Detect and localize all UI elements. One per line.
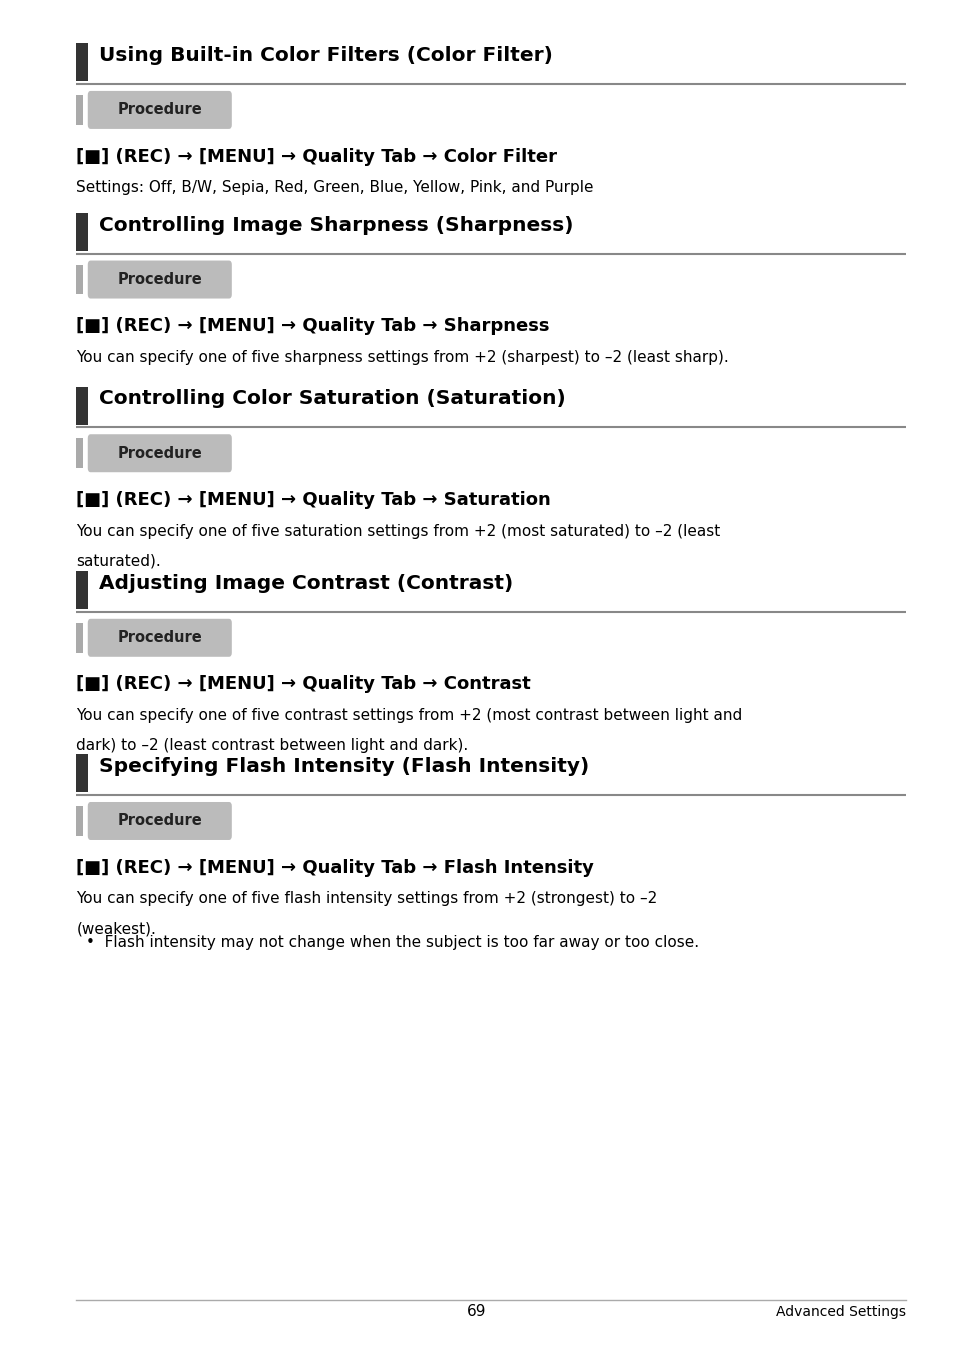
- FancyBboxPatch shape: [76, 571, 88, 609]
- Text: [■] (REC) → [MENU] → Quality Tab → Flash Intensity: [■] (REC) → [MENU] → Quality Tab → Flash…: [76, 859, 594, 877]
- Text: Controlling Color Saturation (Saturation): Controlling Color Saturation (Saturation…: [99, 389, 565, 408]
- FancyBboxPatch shape: [76, 754, 88, 792]
- Text: •  Flash intensity may not change when the subject is too far away or too close.: • Flash intensity may not change when th…: [86, 935, 699, 950]
- Text: Specifying Flash Intensity (Flash Intensity): Specifying Flash Intensity (Flash Intens…: [99, 757, 589, 776]
- FancyBboxPatch shape: [76, 438, 83, 468]
- Text: saturated).: saturated).: [76, 554, 161, 569]
- FancyBboxPatch shape: [88, 802, 232, 840]
- Text: [■] (REC) → [MENU] → Quality Tab → Saturation: [■] (REC) → [MENU] → Quality Tab → Satur…: [76, 491, 551, 509]
- Text: dark) to –2 (least contrast between light and dark).: dark) to –2 (least contrast between ligh…: [76, 738, 468, 753]
- FancyBboxPatch shape: [88, 91, 232, 129]
- FancyBboxPatch shape: [76, 213, 88, 251]
- Text: 69: 69: [467, 1304, 486, 1319]
- FancyBboxPatch shape: [76, 95, 83, 125]
- Text: Advanced Settings: Advanced Settings: [776, 1305, 905, 1319]
- FancyBboxPatch shape: [88, 619, 232, 657]
- Text: You can specify one of five sharpness settings from +2 (sharpest) to –2 (least s: You can specify one of five sharpness se…: [76, 350, 728, 365]
- Text: [■] (REC) → [MENU] → Quality Tab → Sharpness: [■] (REC) → [MENU] → Quality Tab → Sharp…: [76, 318, 549, 335]
- FancyBboxPatch shape: [88, 261, 232, 299]
- Text: (weakest).: (weakest).: [76, 921, 156, 936]
- FancyBboxPatch shape: [76, 806, 83, 836]
- Text: Procedure: Procedure: [117, 271, 202, 288]
- Text: You can specify one of five saturation settings from +2 (most saturated) to –2 (: You can specify one of five saturation s…: [76, 524, 720, 539]
- FancyBboxPatch shape: [76, 43, 88, 81]
- FancyBboxPatch shape: [76, 623, 83, 653]
- Text: Controlling Image Sharpness (Sharpness): Controlling Image Sharpness (Sharpness): [99, 216, 573, 235]
- Text: Procedure: Procedure: [117, 813, 202, 829]
- Text: Adjusting Image Contrast (Contrast): Adjusting Image Contrast (Contrast): [99, 574, 513, 593]
- Text: Using Built-in Color Filters (Color Filter): Using Built-in Color Filters (Color Filt…: [99, 46, 553, 65]
- Text: Procedure: Procedure: [117, 445, 202, 461]
- Text: Settings: Off, B/W, Sepia, Red, Green, Blue, Yellow, Pink, and Purple: Settings: Off, B/W, Sepia, Red, Green, B…: [76, 180, 593, 195]
- Text: You can specify one of five contrast settings from +2 (most contrast between lig: You can specify one of five contrast set…: [76, 708, 741, 723]
- Text: [■] (REC) → [MENU] → Quality Tab → Contrast: [■] (REC) → [MENU] → Quality Tab → Contr…: [76, 676, 531, 693]
- Text: Procedure: Procedure: [117, 102, 202, 118]
- Text: Procedure: Procedure: [117, 630, 202, 646]
- Text: [■] (REC) → [MENU] → Quality Tab → Color Filter: [■] (REC) → [MENU] → Quality Tab → Color…: [76, 148, 557, 166]
- FancyBboxPatch shape: [76, 387, 88, 425]
- Text: You can specify one of five flash intensity settings from +2 (strongest) to –2: You can specify one of five flash intens…: [76, 892, 657, 906]
- FancyBboxPatch shape: [88, 434, 232, 472]
- FancyBboxPatch shape: [76, 265, 83, 294]
